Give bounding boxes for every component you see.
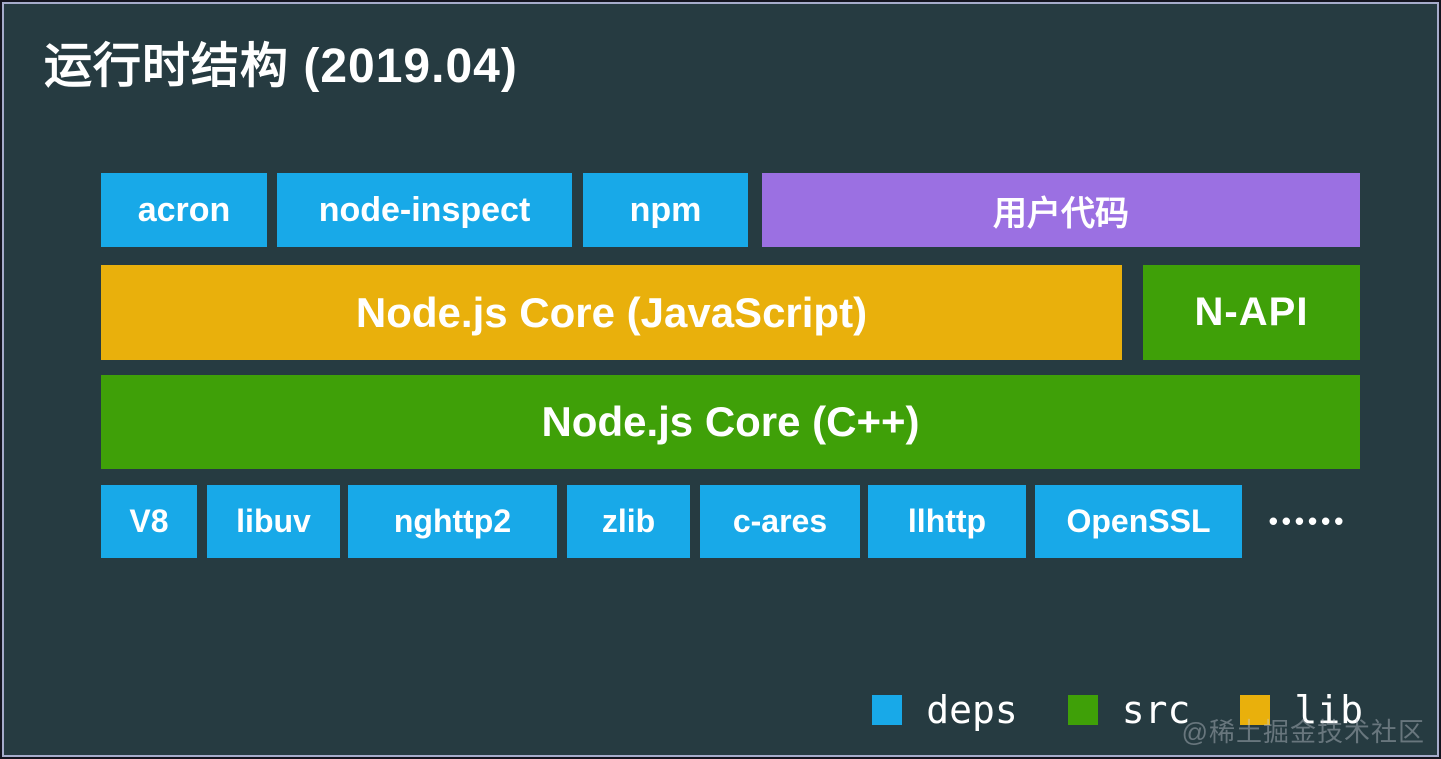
more-deps-ellipsis: •••••• [1268, 506, 1348, 536]
diagram-row-tools: acron node-inspect npm 用户代码 [101, 173, 1360, 247]
legend: deps src lib [872, 688, 1363, 732]
lib-color-swatch [1240, 695, 1271, 725]
block-llhttp: llhttp [868, 485, 1026, 558]
block-nodejs-core-javascript: Node.js Core (JavaScript) [101, 265, 1122, 360]
block-v8: V8 [101, 485, 197, 558]
watermark: @稀土掘金技术社区 [1181, 717, 1425, 747]
block-nghttp2: nghttp2 [348, 485, 557, 558]
legend-label-lib: lib [1294, 688, 1363, 732]
block-openssl: OpenSSL [1035, 485, 1242, 558]
legend-item-deps: deps [872, 688, 1018, 732]
block-nodejs-core-cpp: Node.js Core (C++) [101, 375, 1360, 469]
block-acron: acron [101, 173, 267, 247]
legend-label-deps: deps [926, 688, 1018, 732]
diagram-row-deps: V8 libuv nghttp2 zlib c-ares llhttp Open… [101, 485, 1360, 558]
block-npm: npm [583, 173, 748, 247]
block-node-inspect: node-inspect [277, 173, 572, 247]
block-n-api: N-API [1143, 265, 1360, 360]
block-c-ares: c-ares [700, 485, 860, 558]
diagram-row-core-js: Node.js Core (JavaScript) N-API [101, 265, 1360, 360]
page-title: 运行时结构 (2019.04) [44, 40, 518, 93]
block-libuv: libuv [207, 485, 340, 558]
legend-label-src: src [1121, 688, 1191, 732]
src-color-swatch [1067, 695, 1098, 725]
deps-color-swatch [872, 695, 903, 725]
legend-item-lib: lib [1240, 688, 1363, 732]
block-user-code: 用户代码 [762, 173, 1360, 247]
diagram-row-core-cpp: Node.js Core (C++) [101, 375, 1360, 469]
runtime-structure-diagram: acron node-inspect npm 用户代码 Node.js Core… [101, 173, 1360, 558]
block-zlib: zlib [567, 485, 690, 558]
legend-item-src: src [1067, 688, 1191, 732]
